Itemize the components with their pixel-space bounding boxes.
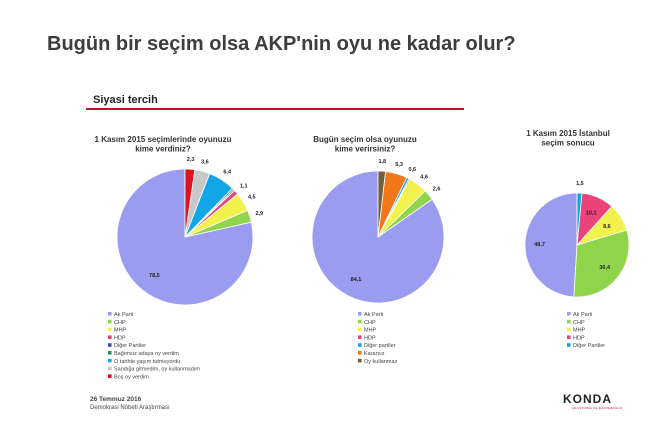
- chart-2-legend-label-oy-kullanmaz: Oy kullanmaz: [364, 359, 398, 365]
- chart-1-legend-label-bagimsiz-adaya-oy-verdim: Bağımsız adaya oy verdim: [114, 351, 179, 357]
- chart-2-title-line-1: Bugün seçim olsa oyunuzu: [313, 135, 417, 144]
- chart-3-slice-diger-partiler: [576, 192, 583, 246]
- chart-3-legend-label-mhp: MHP: [573, 328, 586, 334]
- chart-2-value-label-oy-kullanmaz: 1,8: [378, 159, 386, 165]
- chart-2-legend-label-hdp: HDP: [364, 335, 376, 341]
- chart-1-legend-swatch-bagimsiz-adaya-oy-verdim: [108, 351, 112, 355]
- chart-1-value-label-mhp: 4,5: [248, 195, 256, 201]
- chart-1-legend-label-diger-partiler: Diğer Partiler: [114, 343, 146, 349]
- chart-2-legend-label-mhp: MHP: [364, 328, 377, 334]
- page-title: Bugün bir seçim olsa AKP'nin oyu ne kada…: [47, 33, 516, 55]
- chart-1-legend-label-bos-oy-verdim: Boş oy verdim: [114, 374, 149, 380]
- chart-2-legend-swatch-diger-partiler: [358, 343, 362, 347]
- chart-1-legend-swatch-chp: [108, 319, 112, 324]
- chart-3-legend-swatch-mhp: [567, 327, 571, 332]
- chart-2-value-label-kararsiz: 5,3: [395, 162, 403, 168]
- chart-2-legend-label-diger-partiler: Diğer partiler: [364, 343, 396, 349]
- chart-2-legend-swatch-chp: [358, 319, 362, 324]
- chart-3-legend-swatch-ak-parti: [567, 312, 571, 316]
- chart-3-value-label-mhp: 8,6: [603, 224, 611, 230]
- chart-2-legend-swatch-ak-parti: [358, 312, 362, 316]
- chart-2-value-label-ak-parti: 84,1: [351, 277, 362, 283]
- chart-1-title-line-1: 1 Kasım 2015 seçimlerinde oyunuzu: [95, 135, 232, 144]
- chart-1-legend-swatch-o-tarihte-yasim-tutmuyordu: [108, 358, 112, 363]
- chart-1-slice-bos-oy-verdim: [184, 168, 196, 238]
- chart-3-legend-label-hdp: HDP: [573, 335, 585, 341]
- chart-1-legend-label-chp: CHP: [114, 320, 126, 326]
- chart-2-title-line-2: kime verirsiniz?: [335, 145, 396, 154]
- chart-3-slice-ak-parti: [524, 192, 578, 298]
- chart-1-legend-swatch-sandiga-gitmedim-oy-kullanmadim: [108, 366, 112, 371]
- chart-2-legend-label-kararsiz: Kararsız: [364, 351, 385, 357]
- slide-subtitle: Siyasi tercih: [93, 94, 158, 106]
- chart-3-legend-swatch-hdp: [567, 335, 571, 339]
- chart-3-legend-swatch-diger-partiler: [567, 343, 571, 347]
- chart-3-value-label-hdp: 10,1: [586, 211, 597, 217]
- footer-source: Demokrasi Nöbeti Araştırması: [90, 405, 170, 411]
- chart-3-value-label-ak-parti: 48,7: [534, 242, 545, 248]
- chart-1-title-line-2: kime verdiniz?: [135, 145, 191, 154]
- chart-1-value-label-ak-parti: 78,5: [149, 273, 160, 279]
- chart-1-legend-swatch-diger-partiler: [108, 343, 112, 347]
- chart-2-legend-label-chp: CHP: [364, 320, 376, 326]
- chart-2-slice-oy-kullanmaz: [377, 170, 386, 238]
- footer-date: 26 Temmuz 2016: [90, 396, 142, 403]
- chart-1-legend-label-o-tarihte-yasim-tutmuyordu: O tarihte yaşım tutmuyordu: [114, 359, 180, 365]
- chart-1-legend-swatch-mhp: [108, 327, 112, 332]
- chart-2-value-label-chp: 2,6: [433, 187, 441, 193]
- konda-logo: KONDA: [563, 392, 612, 406]
- chart-1-legend-swatch-hdp: [108, 335, 112, 339]
- chart-1-legend-swatch-bos-oy-verdim: [108, 374, 112, 378]
- chart-2-value-label-diger-partiler: 0,6: [408, 167, 416, 173]
- chart-1-legend-label-hdp: HDP: [114, 335, 126, 341]
- chart-2-slice-ak-parti: [311, 170, 445, 304]
- chart-2-value-label-mhp: 4,6: [420, 175, 428, 181]
- chart-3-legend-swatch-chp: [567, 319, 571, 324]
- chart-1-legend-swatch-ak-parti: [108, 312, 112, 316]
- chart-1-legend-label-sandiga-gitmedim-oy-kullanmadim: Sandığa gitmedim, oy kullanmadım: [114, 367, 200, 373]
- logo-tagline: ARAŞTIRMA VE DANIŞMANLIK: [572, 406, 623, 410]
- chart-3-title-line-1: 1 Kasım 2015 İstanbul: [526, 129, 610, 138]
- chart-3-legend-label-diger-partiler: Diğer Partiler: [573, 343, 605, 349]
- chart-3-slice-chp: [573, 229, 630, 298]
- chart-1-legend-label-mhp: MHP: [114, 328, 127, 334]
- chart-2-legend-swatch-hdp: [358, 335, 362, 339]
- chart-2-legend-swatch-kararsiz: [358, 351, 362, 355]
- chart-3-title-line-2: seçim sonucu: [541, 139, 594, 148]
- chart-1-value-label-chp: 2,9: [255, 211, 263, 217]
- title-divider: [86, 108, 464, 110]
- chart-1-value-label-hdp: 1,1: [240, 184, 248, 190]
- chart-1-legend-label-ak-parti: Ak Parti: [114, 312, 133, 318]
- chart-3-value-label-chp: 30,4: [599, 265, 611, 271]
- chart-1-slice-ak-parti: [116, 168, 254, 306]
- chart-1-value-label-bos-oy-verdim: 2,3: [187, 157, 195, 163]
- chart-3-legend-label-ak-parti: Ak Parti: [573, 312, 592, 318]
- chart-3-value-label-diger-partiler: 1,5: [576, 181, 584, 187]
- chart-1-value-label-sandiga-gitmedim-oy-kullanmadim: 3,6: [201, 160, 209, 166]
- chart-2-legend-swatch-mhp: [358, 327, 362, 332]
- chart-2-legend-label-ak-parti: Ak Parti: [364, 312, 383, 318]
- chart-3-legend-label-chp: CHP: [573, 320, 585, 326]
- chart-2-legend-swatch-oy-kullanmaz: [358, 358, 362, 363]
- chart-1-value-label-o-tarihte-yasim-tutmuyordu: 6,4: [223, 169, 232, 175]
